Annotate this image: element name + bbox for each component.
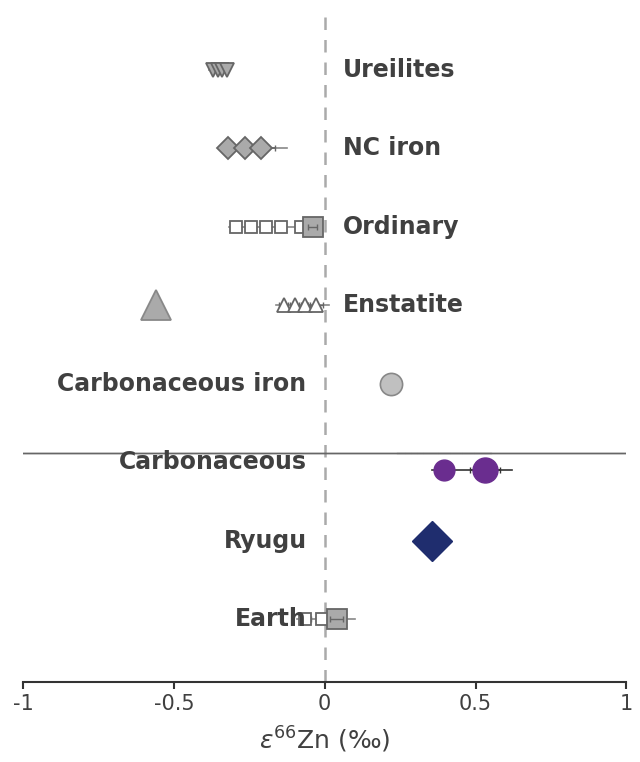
Text: Carbonaceous: Carbonaceous (118, 450, 307, 474)
Text: Carbonaceous iron: Carbonaceous iron (58, 372, 307, 395)
Text: Ordinary: Ordinary (343, 215, 460, 239)
X-axis label: $\varepsilon^{66}$Zn (‰): $\varepsilon^{66}$Zn (‰) (259, 725, 390, 755)
Text: Enstatite: Enstatite (343, 293, 463, 317)
Text: NC iron: NC iron (343, 136, 441, 160)
Text: Ryugu: Ryugu (223, 529, 307, 552)
Text: Ureilites: Ureilites (343, 58, 455, 82)
Text: Earth: Earth (235, 607, 307, 631)
